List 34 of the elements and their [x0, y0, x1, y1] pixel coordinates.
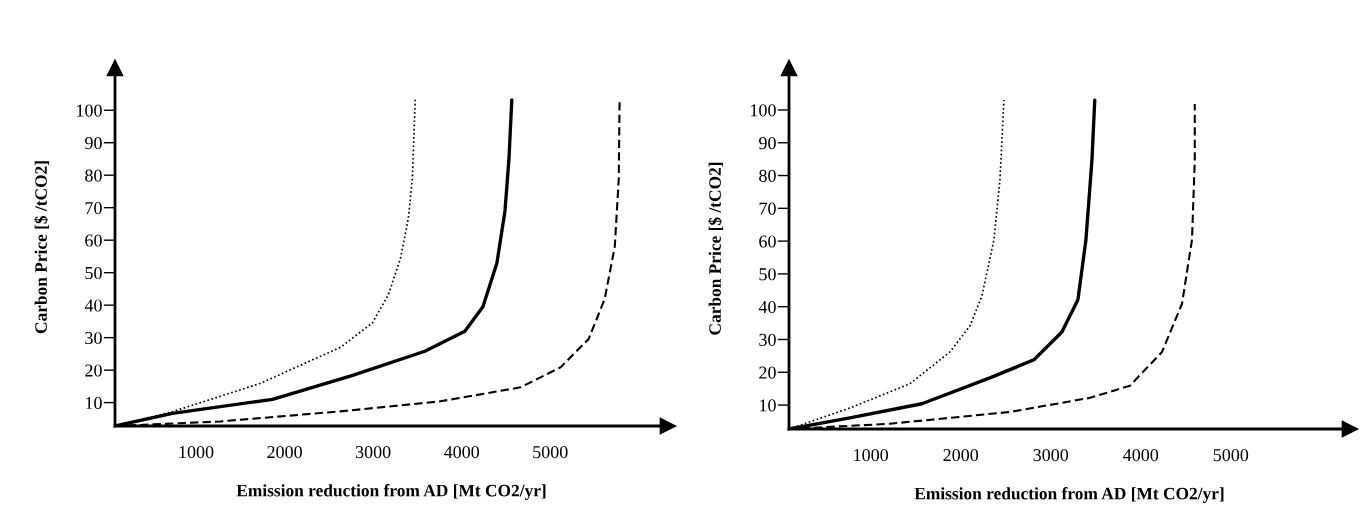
y-tick-label: 30 — [85, 331, 102, 345]
y-tick-label: 20 — [759, 366, 776, 379]
y-axis-title: Carbon Price [$ /tCO2] — [34, 161, 50, 334]
x-tick-label: 1000 — [854, 448, 889, 462]
x-tick-label: 3000 — [1033, 448, 1069, 462]
y-tick-label: 70 — [759, 202, 776, 215]
y-tick-label: 80 — [759, 169, 776, 182]
x-tick-label: 2000 — [943, 448, 979, 462]
y-axis-title: Carbon Price [$ /tCO2] — [708, 162, 724, 335]
y-tick-label: 90 — [759, 137, 776, 150]
y-tick-label: 50 — [759, 268, 776, 281]
x-tick-label: 4000 — [1123, 448, 1159, 462]
x-tick-label: 1000 — [179, 445, 214, 459]
x-axis-title: Emission reduction from AD [Mt CO2/yr] — [914, 487, 1224, 504]
y-tick-label: 10 — [86, 396, 102, 410]
y-tick-label: 20 — [85, 364, 102, 377]
y-tick-label: 90 — [85, 136, 102, 150]
y-tick-label: 60 — [759, 235, 776, 248]
x-tick-label: 5000 — [1213, 448, 1249, 462]
x-tick-label: 3000 — [355, 445, 391, 459]
x-axis-title: Emission reduction from AD [Mt CO2/yr] — [236, 484, 546, 501]
y-tick-label: 40 — [758, 300, 776, 314]
x-tick-label: 2000 — [267, 445, 302, 459]
y-tick-label: 100 — [751, 104, 776, 117]
x-tick-label: 4000 — [443, 445, 480, 459]
y-tick-label: 60 — [85, 234, 102, 247]
y-tick-label: 80 — [85, 169, 102, 182]
y-tick-label: 30 — [759, 333, 776, 346]
y-tick-label: 40 — [84, 299, 102, 312]
x-tick-label: 5000 — [533, 445, 568, 459]
y-tick-label: 70 — [85, 201, 102, 215]
y-tick-label: 100 — [77, 104, 102, 117]
y-tick-label: 50 — [85, 266, 102, 280]
y-tick-label: 10 — [760, 399, 776, 412]
